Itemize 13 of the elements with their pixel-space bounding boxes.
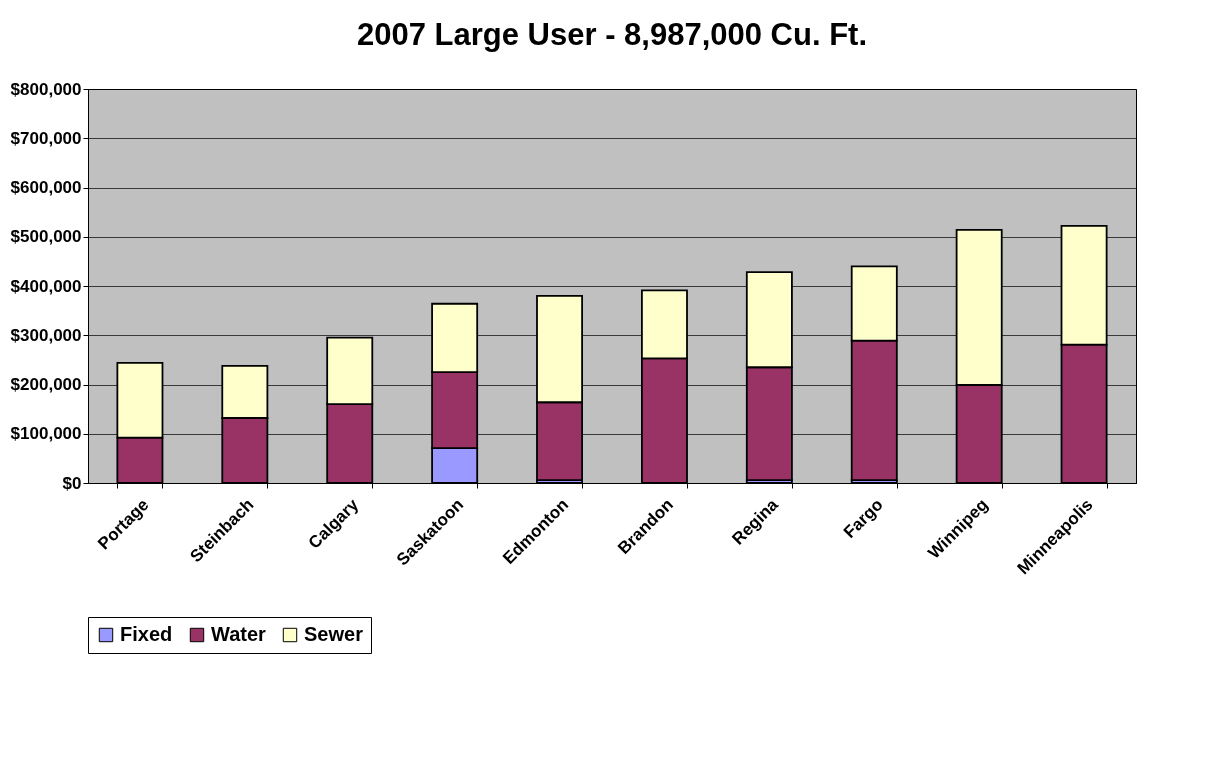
legend-label: Water — [211, 623, 267, 645]
y-tick-label: $800,000 — [10, 79, 82, 99]
legend-label: Fixed — [120, 623, 173, 645]
y-tick-label: $500,000 — [10, 227, 82, 247]
legend-label: Sewer — [304, 623, 364, 645]
y-tick-label: $400,000 — [10, 276, 82, 296]
y-tick-label: $0 — [62, 473, 82, 493]
y-tick-label: $700,000 — [10, 128, 82, 148]
y-tick-label: $100,000 — [10, 424, 82, 444]
y-tick-label: $600,000 — [10, 178, 82, 197]
y-tick-label: $200,000 — [10, 375, 82, 394]
chart-title: 2007 Large User - 8,987,000 Cu. Ft. — [356, 17, 868, 52]
y-tick-label: $300,000 — [10, 325, 82, 345]
